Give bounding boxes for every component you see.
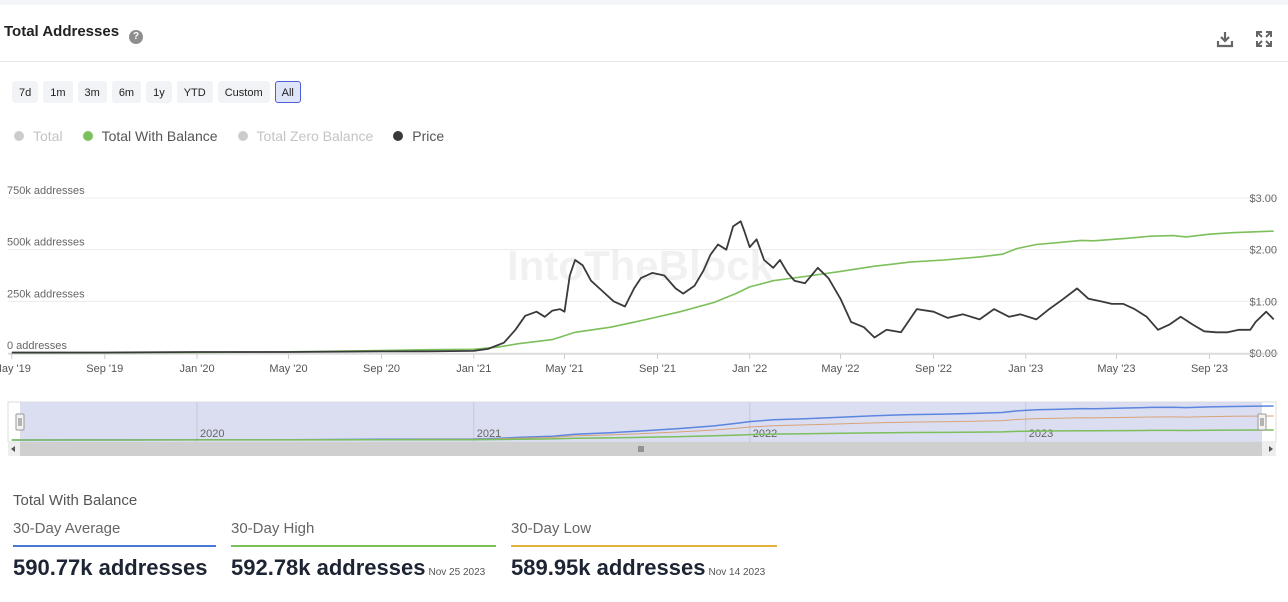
scroll-left-icon[interactable] [11,446,15,452]
legend-dot [14,131,24,141]
y-left-tick-label: 500k addresses [7,237,85,249]
x-tick-label: Sep '20 [363,363,400,375]
x-tick-label: May '23 [1097,363,1135,375]
legend-label: Total With Balance [101,128,218,144]
top-strip [0,0,1288,5]
stat-date: Nov 25 2023 [428,567,486,578]
stat-low: 30-Day Low 589.95k addresses Nov 14 2023 [511,520,777,581]
download-icon[interactable] [1215,29,1235,49]
stat-value: 592.78k addresses Nov 25 2023 [231,555,486,580]
series-line-price [11,220,1275,354]
legend-item-total-zero-balance[interactable]: Total Zero Balance [237,128,374,144]
chart-title: Total Addresses [4,23,120,40]
x-tick-label: Sep '23 [1191,363,1228,375]
x-tick-label: Jan '23 [1008,363,1043,375]
stat-value: 589.95k addresses Nov 14 2023 [511,555,766,580]
y-left-tick-label: 250k addresses [7,288,85,300]
legend-dot [82,131,93,141]
y-right-tick-label: $1.00 [1249,296,1277,308]
legend-item-total-with-balance[interactable]: Total With Balance [82,128,218,144]
navigator-handle-left[interactable] [15,413,25,431]
y-left-tick-label: 750k addresses [7,185,85,197]
range-button-1y[interactable]: 1y [146,81,172,103]
x-tick-label: Sep '21 [639,363,676,375]
x-tick-label: May '19 [0,363,31,375]
navigator[interactable]: 2020 2021 2022 2023 [0,400,1288,460]
stats-title: Total With Balance [13,492,138,509]
stat-average: 30-Day Average 590.77k addresses [13,520,216,581]
navigator-year-label: 2020 [200,428,224,440]
x-tick-label: Sep '22 [915,363,952,375]
range-button-custom[interactable]: Custom [217,81,270,103]
question-circle-icon[interactable]: ? [129,30,143,44]
stat-high: 30-Day High 592.78k addresses Nov 25 2023 [231,520,496,581]
navigator-handle-right[interactable] [1257,413,1267,431]
legend-item-total[interactable]: Total [14,128,63,144]
stat-label: 30-Day Average [13,520,216,547]
stat-date: Nov 14 2023 [708,567,766,578]
navigator-year-label: 2023 [1029,428,1053,440]
legend-dot [393,131,404,141]
range-button-all[interactable]: All [274,81,301,103]
x-tick-label: Jan '22 [732,363,767,375]
range-button-ytd[interactable]: YTD [176,81,213,103]
stat-value: 590.77k addresses [13,555,208,580]
stat-label: 30-Day High [231,520,496,547]
legend-dot [237,131,248,141]
range-selector: 7d 1m 3m 6m 1y YTD Custom All [12,81,301,103]
series-line-total-with-balance [11,230,1274,354]
scroll-right-icon[interactable] [1269,446,1273,452]
stat-label: 30-Day Low [511,520,777,547]
legend-item-price[interactable]: Price [393,128,444,144]
legend-label: Price [412,128,445,144]
navigator-line-with-balance [11,429,1274,441]
x-tick-label: May '20 [269,363,307,375]
range-button-6m[interactable]: 6m [111,81,142,103]
range-button-3m[interactable]: 3m [77,81,107,103]
x-tick-label: May '22 [821,363,859,375]
legend-label: Total Zero Balance [256,128,374,144]
x-tick-label: Sep '19 [86,363,123,375]
range-button-7d[interactable]: 7d [12,81,39,103]
navigator-year-label: 2021 [477,428,501,440]
x-tick-label: Jan '21 [456,363,491,375]
x-tick-label: Jan '20 [179,363,214,375]
legend-label: Total [33,128,63,144]
card-header: Total Addresses ? [0,5,1288,62]
y-right-tick-label: $2.00 [1249,245,1277,257]
y-left-tick-label: 0 addresses [7,340,67,352]
y-right-tick-label: $3.00 [1249,193,1277,205]
range-button-1m[interactable]: 1m [43,81,73,103]
expand-icon[interactable] [1254,29,1274,49]
chart-legend: Total Total With Balance Total Zero Balanc… [14,128,444,144]
watermark: IntoTheBlock [507,242,774,289]
main-chart: 0 addresses 250k addresses 500k addresses 7… [0,185,1278,375]
x-tick-label: May '21 [545,363,583,375]
